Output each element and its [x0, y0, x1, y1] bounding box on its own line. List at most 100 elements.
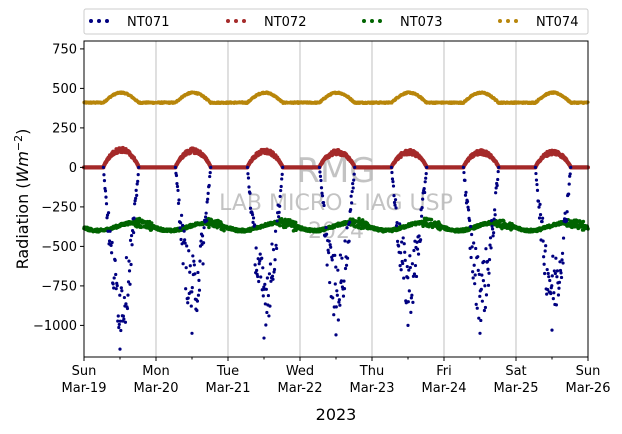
point-nt071 — [555, 269, 560, 273]
point-nt071 — [405, 264, 409, 269]
point-nt071 — [263, 302, 267, 306]
y-tick-label-0: −1000 — [33, 319, 77, 334]
y-tick-label-2: −500 — [41, 240, 77, 255]
point-nt071 — [267, 314, 271, 318]
point-nt071 — [337, 298, 341, 302]
point-nt071 — [333, 282, 337, 286]
point-nt071 — [558, 260, 562, 264]
point-nt071 — [482, 259, 486, 264]
point-nt071 — [176, 201, 181, 205]
point-nt071 — [178, 226, 182, 230]
point-nt071 — [550, 274, 554, 278]
point-nt071 — [353, 165, 357, 169]
point-nt071 — [406, 276, 410, 280]
point-nt071 — [412, 248, 416, 253]
point-nt071 — [537, 216, 542, 220]
point-nt071 — [406, 300, 410, 304]
y-axis-label-prefix: Radiation ( — [13, 182, 32, 269]
point-nt071 — [397, 244, 401, 248]
point-nt071 — [118, 319, 122, 323]
point-nt071 — [128, 238, 133, 242]
legend-marker — [370, 19, 374, 23]
point-nt071 — [401, 261, 405, 266]
point-nt071 — [350, 189, 354, 194]
point-nt071 — [415, 247, 420, 251]
point-nt071 — [181, 262, 185, 266]
point-nt071 — [328, 243, 332, 247]
point-nt071 — [257, 262, 261, 266]
point-nt071 — [255, 268, 259, 272]
point-nt071 — [267, 272, 272, 276]
watermark: RMG LAB MICRO - IAG USP 2024 — [219, 151, 453, 244]
point-nt071 — [129, 233, 134, 238]
point-nt073 — [149, 221, 154, 225]
legend-marker — [97, 19, 101, 23]
point-nt071 — [490, 224, 494, 228]
point-nt071 — [106, 211, 111, 215]
point-nt071 — [113, 258, 117, 263]
point-nt071 — [329, 245, 333, 249]
point-nt071 — [195, 299, 200, 303]
point-nt071 — [201, 262, 205, 266]
point-nt071 — [546, 271, 550, 276]
point-nt071 — [565, 219, 569, 223]
point-nt071 — [547, 275, 551, 279]
legend-marker — [242, 19, 246, 23]
point-nt071 — [121, 314, 125, 318]
point-nt071 — [489, 219, 494, 223]
point-nt071 — [253, 223, 257, 227]
point-nt071 — [258, 252, 262, 256]
point-nt071 — [546, 288, 550, 292]
point-nt071 — [124, 302, 128, 306]
legend-box — [83, 8, 589, 35]
point-nt071 — [206, 197, 210, 201]
point-nt071 — [250, 213, 255, 217]
point-nt071 — [540, 219, 544, 224]
legend-label-nt071: NT071 — [127, 15, 169, 30]
point-nt073 — [581, 219, 586, 224]
point-nt071 — [552, 291, 556, 295]
point-nt071 — [279, 188, 283, 193]
point-nt071 — [253, 263, 257, 267]
x-tick-day-1: Mon — [142, 364, 169, 379]
point-nt071 — [423, 190, 427, 195]
point-nt071 — [469, 224, 473, 229]
point-nt071 — [348, 220, 352, 224]
point-nt071 — [122, 295, 126, 300]
point-nt071 — [127, 269, 132, 273]
point-nt071 — [351, 186, 355, 190]
point-nt071 — [409, 296, 413, 300]
point-nt071 — [493, 213, 497, 217]
point-nt071 — [350, 201, 354, 205]
point-nt071 — [118, 293, 122, 297]
point-nt071 — [463, 193, 468, 197]
point-nt071 — [408, 254, 412, 258]
point-nt071 — [204, 211, 208, 215]
point-nt071 — [184, 287, 188, 291]
legend-label-nt074: NT074 — [536, 15, 578, 30]
point-nt071 — [186, 296, 190, 300]
point-nt071 — [126, 293, 130, 297]
point-nt071 — [352, 172, 356, 176]
point-nt071 — [124, 256, 129, 260]
point-nt071 — [533, 165, 538, 169]
point-nt071 — [318, 174, 323, 178]
point-nt071 — [327, 239, 331, 243]
point-nt071 — [470, 245, 474, 249]
point-nt071 — [418, 238, 423, 242]
point-nt071 — [496, 177, 500, 182]
point-nt071 — [486, 267, 490, 271]
point-nt071 — [559, 275, 564, 280]
point-nt071 — [541, 216, 545, 220]
point-nt071 — [181, 223, 185, 227]
point-nt071 — [175, 182, 179, 186]
point-nt071 — [281, 165, 285, 169]
point-nt073 — [357, 216, 361, 221]
watermark-line-1: RMG — [296, 151, 375, 191]
point-nt071 — [556, 293, 561, 297]
x-tick-day-3: Wed — [286, 364, 314, 379]
point-nt071 — [256, 274, 260, 279]
point-nt071 — [335, 289, 339, 293]
point-nt071 — [187, 249, 191, 253]
point-nt071 — [538, 202, 542, 206]
